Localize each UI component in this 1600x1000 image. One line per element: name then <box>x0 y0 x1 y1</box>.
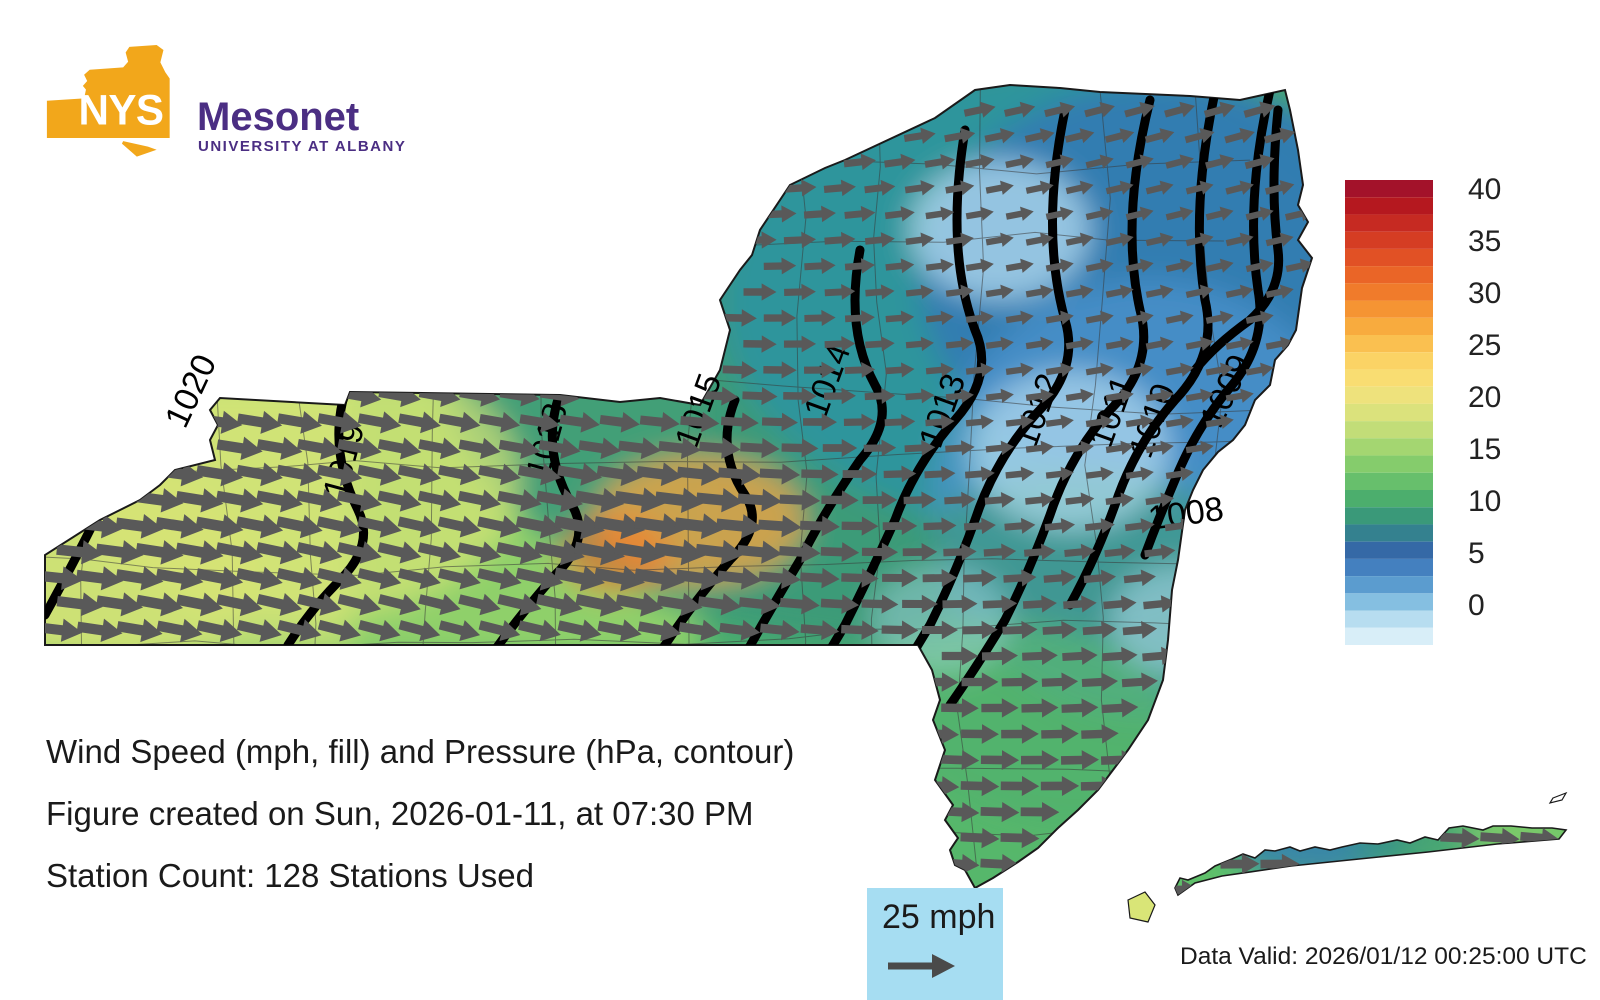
svg-text:Mesonet: Mesonet <box>197 95 359 139</box>
svg-text:Data Valid: 2026/01/12 00:25:0: Data Valid: 2026/01/12 00:25:00 UTC <box>1180 943 1587 970</box>
svg-text:UNIVERSITY AT ALBANY: UNIVERSITY AT ALBANY <box>198 138 406 155</box>
svg-text:Wind Speed (mph, fill) and Pre: Wind Speed (mph, fill) and Pressure (hPa… <box>46 733 794 770</box>
svg-text:25 mph: 25 mph <box>882 898 995 936</box>
svg-text:5: 5 <box>1468 537 1485 570</box>
svg-text:0: 0 <box>1468 589 1485 622</box>
svg-text:10: 10 <box>1468 485 1501 518</box>
svg-text:30: 30 <box>1468 277 1501 310</box>
svg-text:Station Count: 128 Stations Us: Station Count: 128 Stations Used <box>46 857 534 894</box>
svg-text:1020: 1020 <box>158 349 224 434</box>
svg-text:15: 15 <box>1468 433 1501 466</box>
svg-text:25: 25 <box>1468 329 1501 362</box>
svg-text:20: 20 <box>1468 381 1501 414</box>
svg-text:40: 40 <box>1468 173 1501 206</box>
svg-text:Figure created on Sun, 2026-01: Figure created on Sun, 2026-01-11, at 07… <box>46 795 754 832</box>
svg-text:NYS: NYS <box>79 86 164 133</box>
svg-text:35: 35 <box>1468 225 1501 258</box>
